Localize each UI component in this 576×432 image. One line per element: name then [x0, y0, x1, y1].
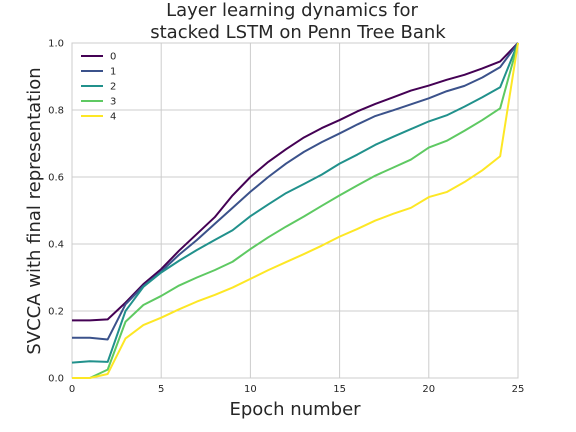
series-line-3 [72, 42, 519, 379]
series-line-4 [72, 42, 519, 379]
y-tick-label: 0.6 [48, 173, 64, 184]
series-line-2 [71, 42, 519, 364]
y-tick-label: 0.2 [48, 307, 64, 318]
x-tick-label: 5 [158, 384, 164, 395]
x-tick-label: 15 [333, 384, 346, 395]
x-tick-label: 10 [244, 384, 257, 395]
y-tick-label: 0.4 [48, 240, 64, 251]
legend: 0 1 2 3 4 [81, 52, 116, 123]
legend-label-3: 3 [110, 97, 116, 108]
legend-label-0: 0 [110, 52, 116, 63]
x-tick-label: 25 [512, 384, 525, 395]
legend-label-1: 1 [110, 67, 116, 78]
tick-labels: 0 5 10 15 20 250.00.20.40.60.81.0 [48, 39, 524, 396]
y-axis-label: SVCCA with final representation [24, 67, 45, 354]
y-tick-label: 0.8 [48, 106, 64, 117]
chart-title-line-2: stacked LSTM on Penn Tree Bank [150, 22, 446, 43]
legend-label-4: 4 [110, 112, 116, 123]
x-axis-label: Epoch number [229, 399, 361, 420]
y-tick-label: 1.0 [48, 39, 64, 50]
x-tick-label: 0 [69, 384, 75, 395]
grid-lines [71, 42, 519, 379]
series-line-0 [72, 42, 519, 322]
x-tick-label: 20 [422, 384, 435, 395]
y-tick-label: 0.0 [48, 374, 64, 385]
plot-frame [71, 42, 519, 379]
legend-label-2: 2 [110, 82, 116, 93]
chart-title-line-1: Layer learning dynamics for [166, 0, 418, 21]
series-lines [71, 42, 519, 379]
